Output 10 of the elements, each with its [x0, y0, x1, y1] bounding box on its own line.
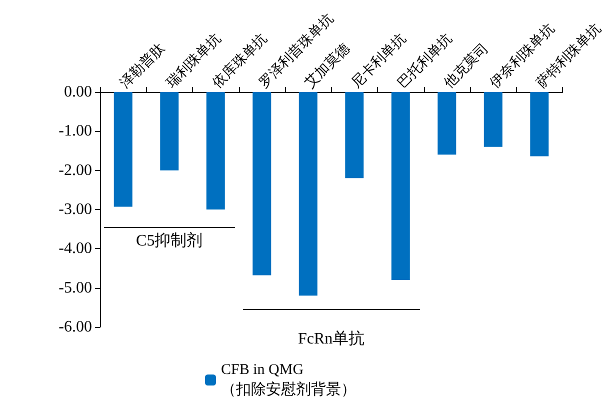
text: FcRn单抗: [298, 330, 365, 348]
y-tick-label: -6.00: [58, 318, 92, 336]
annotation: C5抑制剂: [136, 231, 203, 250]
y-tick-label: -5.00: [58, 279, 92, 296]
y-tick-label: 0.00: [64, 84, 92, 100]
legend-label: CFB in QMG （扣除安慰剂背景）: [221, 362, 356, 398]
y-tick-label: -1.00: [58, 122, 92, 140]
y-tick-label: -4.00: [58, 240, 92, 258]
y-tick-label: -2.00: [58, 162, 92, 179]
y-tick-label: -3.00: [58, 201, 92, 218]
